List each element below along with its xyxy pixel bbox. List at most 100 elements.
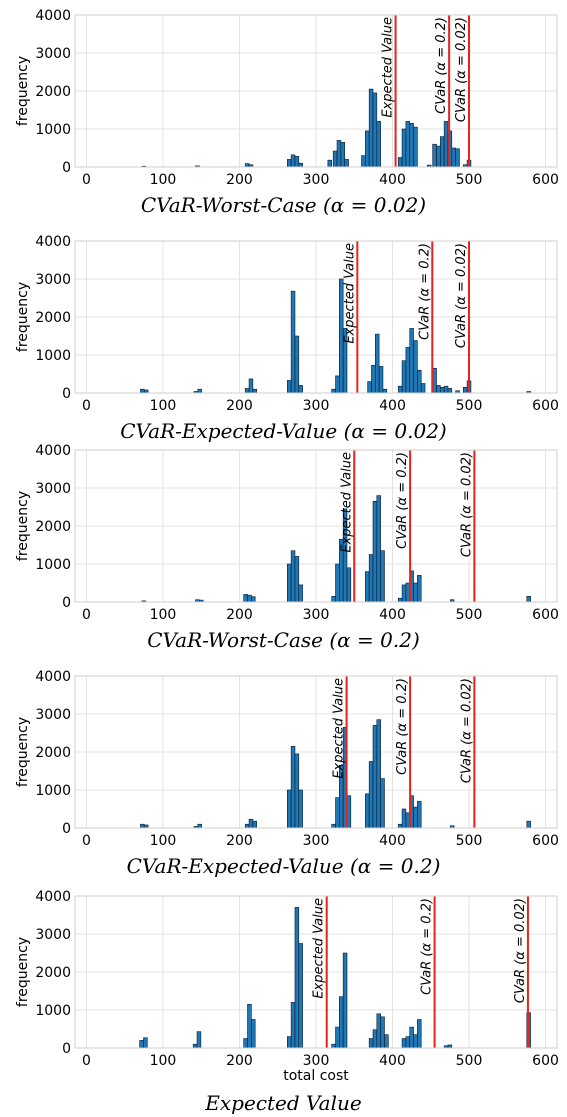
caption-alpha: (α = 0.2): [323, 628, 420, 652]
histogram-bar: [409, 328, 414, 394]
x-tick-label: 100: [150, 172, 177, 188]
reference-line-label: CVaR (α = 0.02): [513, 898, 528, 1003]
caption-method-name: CVaR-Expected-Value: [120, 419, 338, 443]
histogram-bar: [336, 140, 342, 168]
y-tick-label: 1000: [35, 1003, 71, 1019]
y-tick-label: 1000: [35, 122, 71, 138]
x-tick-label: 200: [226, 1053, 253, 1069]
y-axis-label: frequency: [15, 717, 31, 787]
histogram-bar: [344, 159, 349, 168]
histogram-bar: [192, 1043, 198, 1049]
y-tick-label: 2000: [35, 310, 71, 326]
histogram-bar: [401, 584, 407, 603]
histogram-bar: [413, 806, 418, 829]
y-tick-label: 0: [62, 386, 71, 402]
histogram-bar: [417, 369, 422, 394]
histogram-bar: [405, 1036, 411, 1049]
x-tick-label: 0: [82, 1053, 91, 1069]
reference-line-label: Expected Value: [381, 17, 396, 118]
reference-line-label: CVaR (α = 0.2): [395, 452, 410, 549]
histogram-bar: [287, 1036, 292, 1049]
histogram-bar: [420, 383, 426, 394]
histogram-bar: [332, 150, 338, 168]
x-tick-label: 0: [82, 833, 91, 849]
reference-line-label: CVaR (α = 0.2): [395, 678, 410, 775]
histogram-bar: [401, 360, 407, 394]
reference-line-label: Expected Value: [332, 678, 347, 779]
histogram-bar: [417, 801, 422, 829]
histogram-bar: [436, 145, 441, 168]
histogram-bar: [384, 1034, 389, 1049]
histogram-bar: [447, 388, 453, 394]
histogram-bar: [251, 1019, 256, 1049]
y-tick-label: 1000: [35, 348, 71, 364]
histogram-bar: [361, 155, 366, 168]
x-tick-label: 500: [456, 607, 483, 623]
histogram-bar: [298, 943, 303, 1049]
x-tick-label: 400: [379, 607, 406, 623]
histogram-bar: [368, 554, 374, 603]
bars: [141, 88, 472, 168]
histogram-panel-2: Expected Value CVaR (α = 0.2) CVaR (α = 0.…: [0, 226, 567, 452]
x-axis-label: total cost: [283, 1068, 349, 1084]
histogram-bar: [139, 1040, 144, 1049]
x-tick-label: 0: [82, 607, 91, 623]
y-tick-label: 0: [62, 160, 71, 176]
histogram-bar: [251, 596, 256, 603]
histogram-bar: [405, 121, 411, 168]
grid: [75, 675, 557, 829]
histogram-bar: [451, 147, 456, 168]
plot-frame: [74, 14, 558, 168]
x-tick-label: 300: [303, 172, 330, 188]
x-tick-label: 200: [226, 172, 253, 188]
histogram-bar: [397, 597, 403, 603]
histogram-bar: [372, 1029, 378, 1049]
histogram-bar: [440, 136, 445, 168]
reference-line-label: CVaR (α = 0.2): [420, 898, 435, 995]
reference-line-label: Expected Value: [342, 243, 357, 344]
histogram-bar: [380, 550, 385, 603]
histogram-bar: [417, 575, 422, 603]
histogram-panel-5: Expected Value CVaR (α = 0.2) CVaR (α = 0.…: [0, 881, 567, 1117]
reference-line-label: CVaR (α = 0.02): [459, 678, 474, 783]
reference-line-label: CVaR (α = 0.2): [434, 17, 449, 114]
histogram-bar: [298, 789, 303, 829]
histogram-bar: [252, 388, 258, 394]
caption-method-name: CVaR-Expected-Value: [126, 854, 344, 878]
y-axis-label: frequency: [15, 491, 31, 561]
panel-caption: Expected Value: [0, 1091, 567, 1115]
histogram-bar: [413, 126, 418, 168]
histogram-bar: [294, 907, 300, 1049]
histogram-bar: [346, 567, 352, 603]
reference-line-label: Expected Value: [339, 452, 354, 553]
histogram-bar: [244, 388, 250, 394]
histogram-bar: [294, 156, 300, 168]
histogram-bar: [197, 388, 202, 394]
histogram-chart: Expected Value CVaR (α = 0.2) CVaR (α = 0.…: [15, 234, 559, 414]
y-tick-label: 0: [62, 595, 71, 611]
histogram-bar: [243, 1038, 248, 1049]
x-tick-label: 0: [82, 398, 91, 414]
histogram-panel-1: Expected Value CVaR (α = 0.2) CVaR (α = 0.…: [0, 0, 567, 226]
x-tick-label: 500: [456, 1053, 483, 1069]
bars: [141, 495, 531, 603]
histogram-bar: [372, 725, 378, 829]
histogram-bar: [140, 823, 145, 829]
y-tick-label: 0: [62, 1041, 71, 1057]
bars: [140, 278, 531, 394]
histogram-bar: [372, 501, 378, 603]
histogram-bar: [294, 556, 300, 603]
x-tick-label: 600: [532, 398, 559, 414]
histogram-bar: [368, 761, 374, 829]
histogram-bar: [526, 596, 531, 603]
histogram-bar: [367, 381, 372, 394]
y-tick-label: 4000: [35, 8, 71, 24]
caption-method-name: Expected Value: [205, 1091, 362, 1115]
x-tick-label: 600: [532, 1053, 559, 1069]
histogram-bar: [342, 952, 348, 1049]
caption-method-name: CVaR-Worst-Case: [147, 628, 323, 652]
caption-alpha: (α = 0.02): [337, 419, 447, 443]
histogram-bar: [248, 818, 254, 829]
reference-line-label: CVaR (α = 0.02): [459, 452, 474, 557]
histogram-bar: [405, 347, 411, 394]
